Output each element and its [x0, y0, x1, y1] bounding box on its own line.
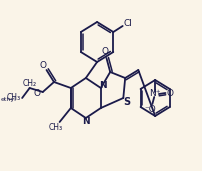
Text: O: O: [34, 89, 41, 98]
Text: O: O: [167, 89, 174, 97]
Text: N⁺: N⁺: [149, 89, 161, 98]
Text: Cl: Cl: [124, 19, 133, 29]
Text: S: S: [123, 97, 131, 107]
Text: O: O: [101, 48, 108, 56]
Text: ethyl: ethyl: [1, 97, 17, 102]
Text: CH₃: CH₃: [6, 94, 20, 102]
Text: O: O: [39, 62, 46, 70]
Text: CH₂: CH₂: [23, 79, 37, 88]
Text: CH₃: CH₃: [49, 123, 63, 133]
Text: N: N: [99, 81, 106, 89]
Text: N: N: [82, 117, 90, 127]
Text: ⁻O: ⁻O: [145, 104, 156, 114]
